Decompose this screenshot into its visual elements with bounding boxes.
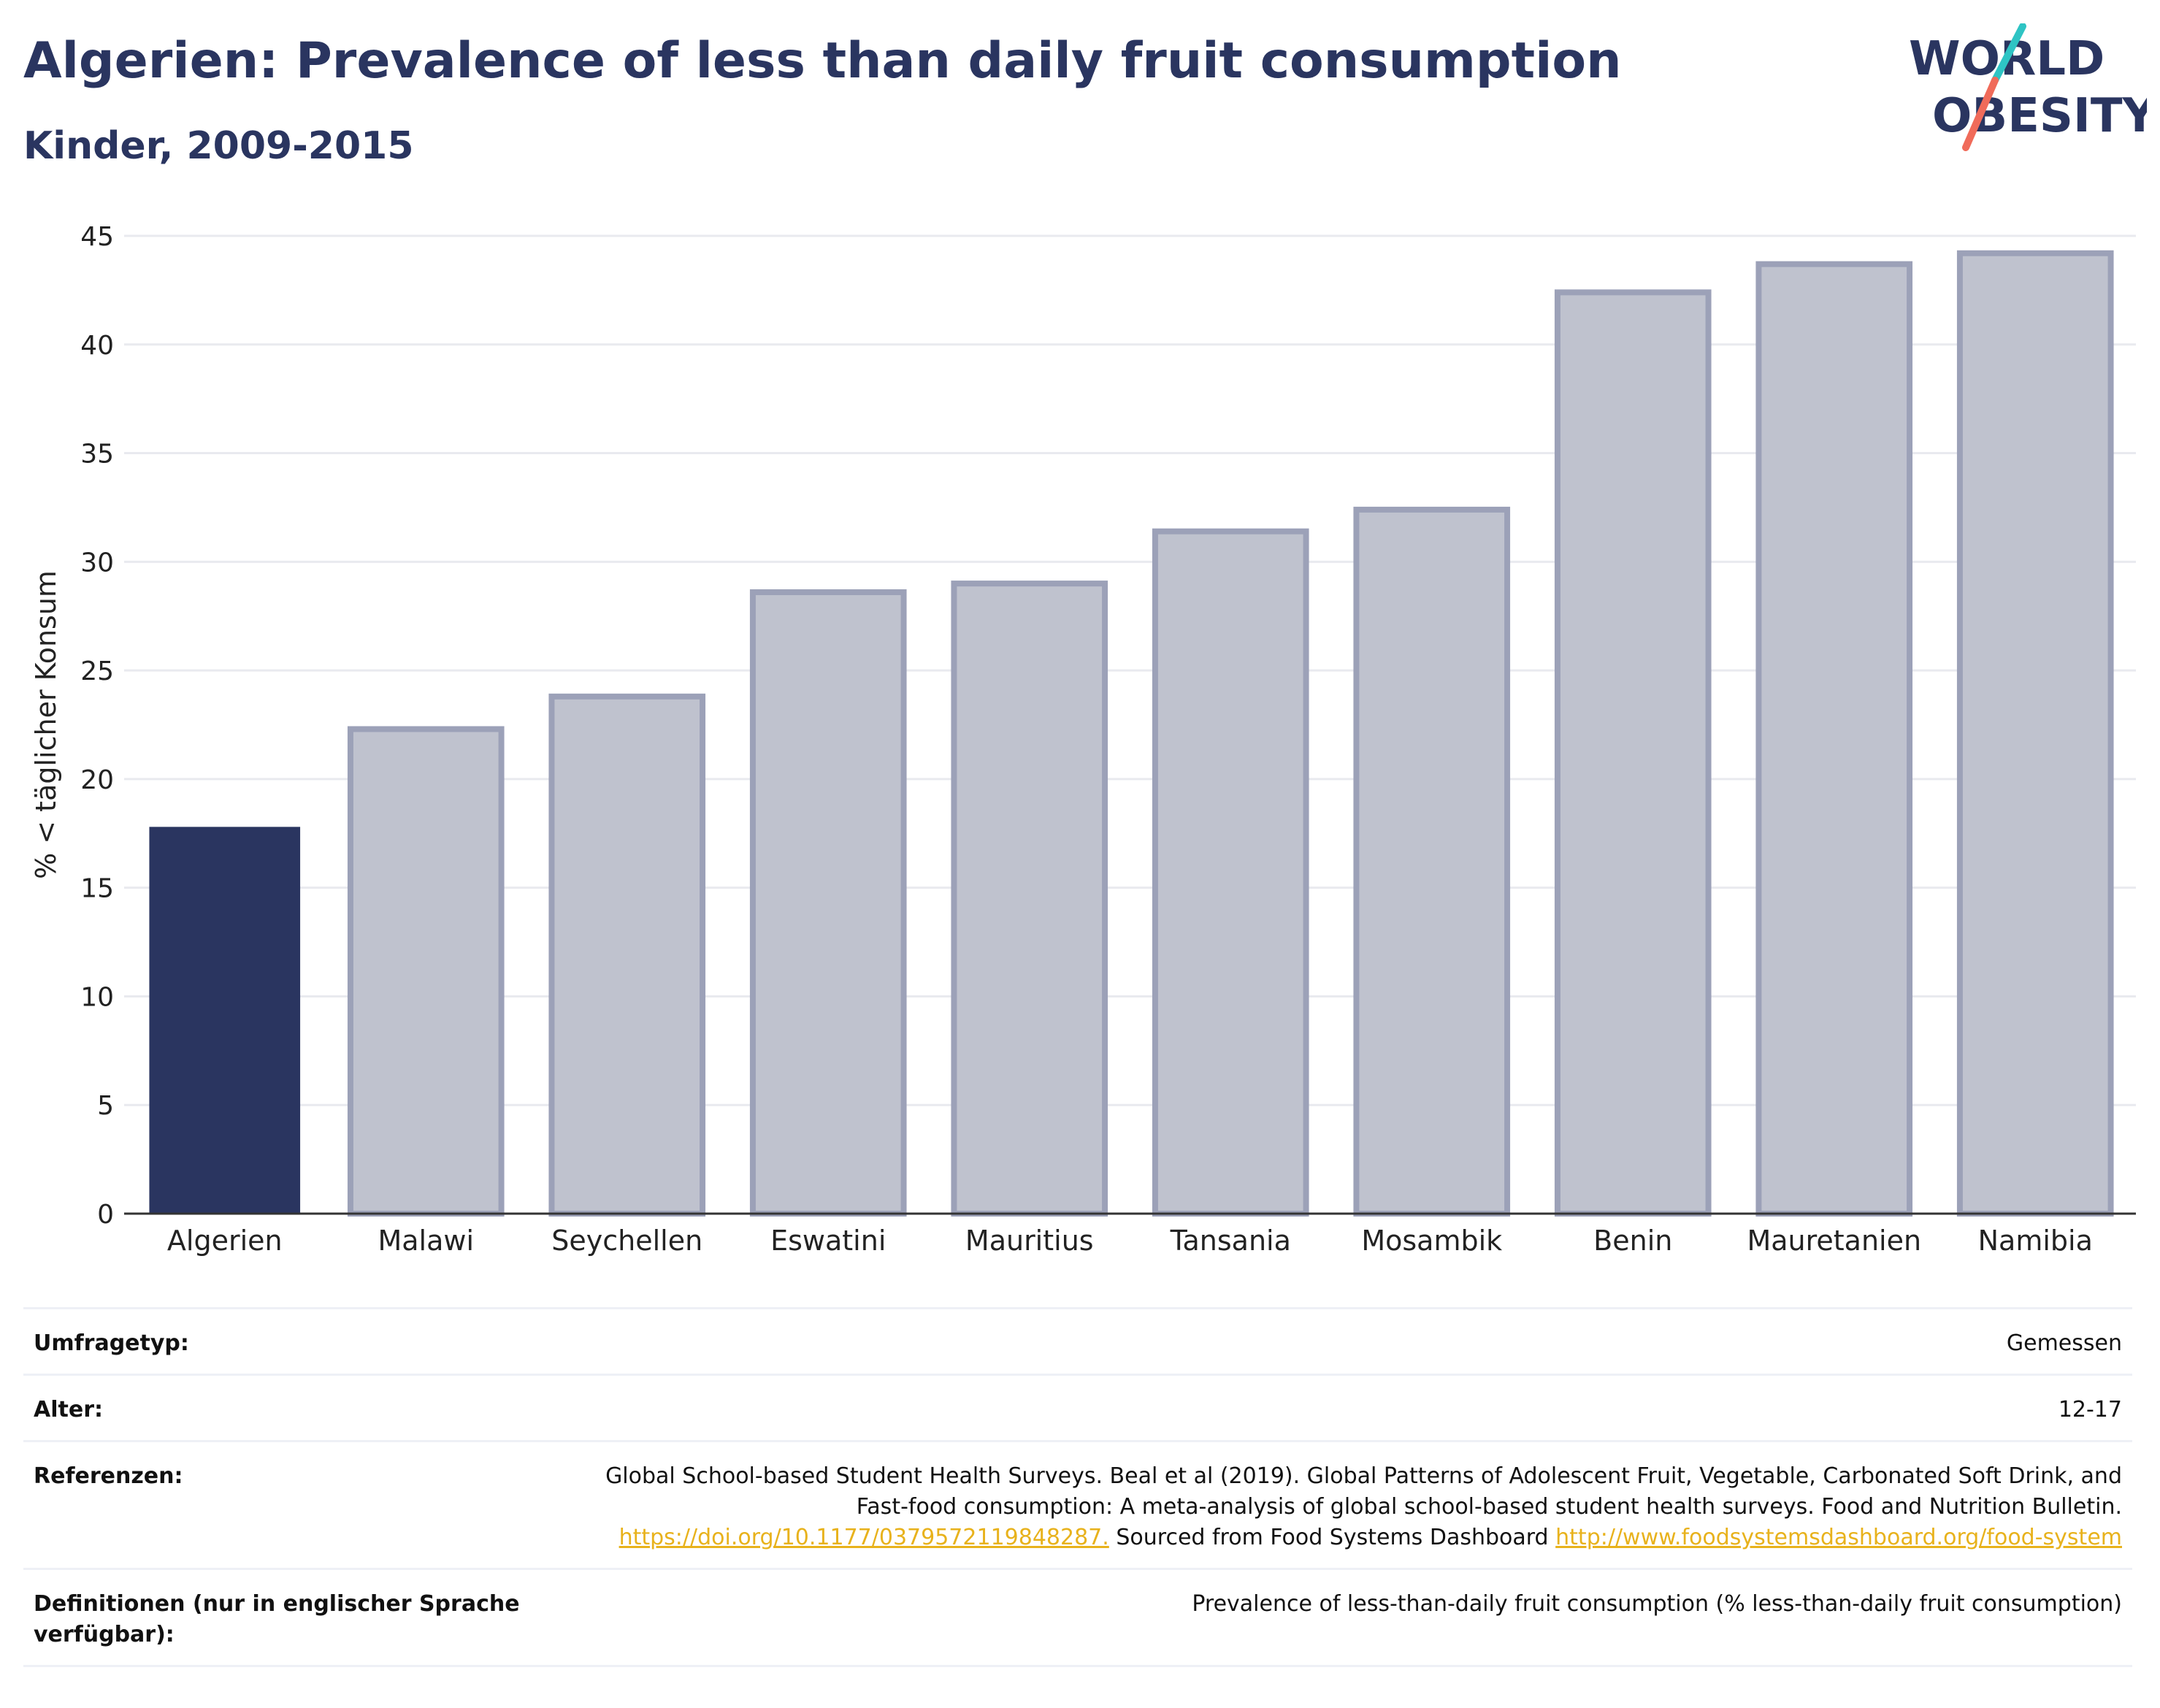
y-tick-label: 0 — [97, 1200, 114, 1230]
page-subtitle: Kinder, 2009-2015 — [23, 124, 414, 168]
y-tick-label: 10 — [80, 982, 114, 1012]
info-value: 12-17 — [2058, 1397, 2122, 1422]
x-axis-labels: Algerien Malawi Seychellen Eswatini Mauritiu… — [167, 1225, 2093, 1257]
info-key: Definitionen (nur in englischer Sprache … — [34, 1591, 520, 1647]
y-tick-label: 30 — [80, 548, 114, 578]
x-tick-label: Eswatini — [770, 1225, 886, 1257]
y-tick-label: 15 — [80, 874, 114, 904]
doi-link[interactable]: https://doi.org/10.1177/0379572119848287… — [618, 1525, 1109, 1550]
page-title: Algerien: Prevalence of less than daily … — [23, 32, 1622, 90]
x-tick-label: Seychellen — [551, 1225, 702, 1257]
info-value: Global School-based Student Health Surve… — [552, 1461, 2122, 1553]
x-tick-label: Mosambik — [1361, 1225, 1502, 1257]
bar-mosambik — [1353, 506, 1511, 1217]
y-axis-label: % < täglicher Konsum — [30, 570, 62, 879]
bar-algerien — [149, 827, 301, 1214]
y-tick-label: 25 — [80, 656, 114, 686]
reference-text: Global School-based Student Health Surve… — [605, 1463, 2122, 1520]
y-tick-label: 20 — [80, 765, 114, 795]
info-row-references: Referenzen: Global School-based Student … — [23, 1442, 2132, 1570]
reference-source-text: Sourced from Food Systems Dashboard — [1116, 1525, 1549, 1550]
y-axis-ticks: 0 5 10 15 20 25 30 35 40 45 — [80, 222, 114, 1230]
world-obesity-logo: WORLD OBESITY — [1909, 23, 2147, 151]
x-tick-label: Malawi — [378, 1225, 474, 1257]
bar-benin — [1554, 289, 1712, 1217]
x-tick-label: Namibia — [1978, 1225, 2093, 1257]
info-value: Prevalence of less-than-daily fruit cons… — [1192, 1591, 2122, 1617]
bar-eswatini — [749, 589, 907, 1217]
y-tick-label: 45 — [80, 222, 114, 252]
info-key: Alter: — [34, 1397, 103, 1422]
logo-slash-teal — [1991, 23, 2026, 84]
x-tick-label: Mauritius — [965, 1225, 1094, 1257]
bar-seychellen — [548, 693, 706, 1217]
info-row-age: Alter: 12-17 — [23, 1376, 2132, 1442]
bar-malawi — [347, 726, 505, 1217]
info-value: Gemessen — [2006, 1330, 2122, 1356]
info-key: Umfragetyp: — [34, 1330, 189, 1356]
x-tick-label: Tansania — [1170, 1225, 1291, 1257]
bar-namibia — [1956, 250, 2114, 1217]
x-tick-label: Algerien — [167, 1225, 283, 1257]
food-systems-dashboard-link[interactable]: http://www.foodsystemsdashboard.org/food… — [1555, 1525, 2122, 1550]
x-tick-label: Benin — [1593, 1225, 1672, 1257]
bar-chart: 0 5 10 15 20 25 30 35 40 45 Algerien Malawi Seychel… — [30, 222, 2136, 1257]
info-key: Referenzen: — [34, 1463, 183, 1489]
info-row-definitions: Definitionen (nur in englischer Sprache … — [23, 1570, 2132, 1667]
logo-slash-coral — [1962, 77, 1999, 151]
bar-tansania — [1152, 528, 1309, 1217]
chart-bars — [149, 250, 2114, 1217]
bar-mauritius — [951, 581, 1108, 1217]
y-tick-label: 40 — [80, 331, 114, 361]
y-tick-label: 35 — [80, 440, 114, 470]
y-tick-label: 5 — [97, 1091, 114, 1121]
info-row-survey-type: Umfragetyp: Gemessen — [23, 1309, 2132, 1376]
info-table: Umfragetyp: Gemessen Alter: 12-17 Refere… — [23, 1307, 2132, 1667]
bar-mauretanien — [1755, 261, 1913, 1217]
x-tick-label: Mauretanien — [1747, 1225, 1921, 1257]
